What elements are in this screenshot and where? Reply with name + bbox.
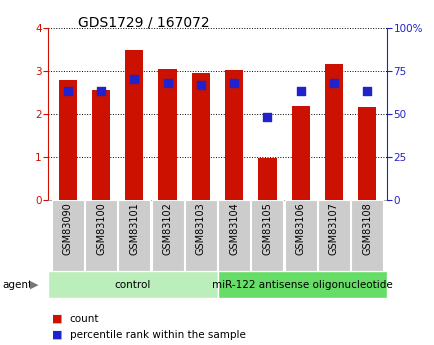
Text: percentile rank within the sample: percentile rank within the sample: [69, 330, 245, 339]
Point: [330, 80, 337, 86]
Text: GDS1729 / 167072: GDS1729 / 167072: [78, 16, 210, 30]
Text: GSM83090: GSM83090: [62, 202, 72, 255]
Bar: [118, 200, 150, 271]
Text: GSM83107: GSM83107: [328, 202, 338, 255]
Point: [197, 82, 204, 87]
Text: GSM83101: GSM83101: [129, 202, 139, 255]
Text: ■: ■: [52, 330, 62, 339]
Bar: [59, 80, 77, 200]
Bar: [224, 70, 243, 200]
Text: miR-122 antisense oligonucleotide: miR-122 antisense oligonucleotide: [211, 280, 392, 289]
Text: GSM83108: GSM83108: [362, 202, 372, 255]
Bar: [52, 200, 84, 271]
Point: [64, 89, 71, 94]
Point: [164, 80, 171, 86]
Bar: [125, 50, 143, 200]
Point: [263, 115, 270, 120]
Bar: [284, 200, 316, 271]
Bar: [218, 200, 250, 271]
Point: [296, 89, 303, 94]
Bar: [324, 64, 342, 200]
Bar: [92, 90, 110, 200]
Text: GSM83100: GSM83100: [96, 202, 106, 255]
Point: [363, 89, 370, 94]
Text: agent: agent: [2, 280, 32, 289]
Text: GSM83105: GSM83105: [262, 202, 272, 255]
Text: count: count: [69, 314, 99, 324]
Text: control: control: [114, 280, 151, 289]
Bar: [217, 271, 386, 298]
Point: [131, 77, 138, 82]
Bar: [48, 271, 217, 298]
Text: GSM83106: GSM83106: [295, 202, 305, 255]
Bar: [291, 106, 309, 200]
Bar: [251, 200, 283, 271]
Bar: [158, 69, 176, 200]
Text: GSM83104: GSM83104: [229, 202, 239, 255]
Text: GSM83102: GSM83102: [162, 202, 172, 255]
Bar: [350, 200, 382, 271]
Text: ▶: ▶: [30, 280, 38, 289]
Bar: [184, 200, 216, 271]
Text: ■: ■: [52, 314, 62, 324]
Bar: [85, 200, 117, 271]
Point: [230, 80, 237, 86]
Text: GSM83103: GSM83103: [195, 202, 205, 255]
Bar: [151, 200, 183, 271]
Bar: [357, 107, 375, 200]
Bar: [191, 73, 210, 200]
Bar: [317, 200, 349, 271]
Bar: [258, 158, 276, 200]
Point: [97, 89, 104, 94]
